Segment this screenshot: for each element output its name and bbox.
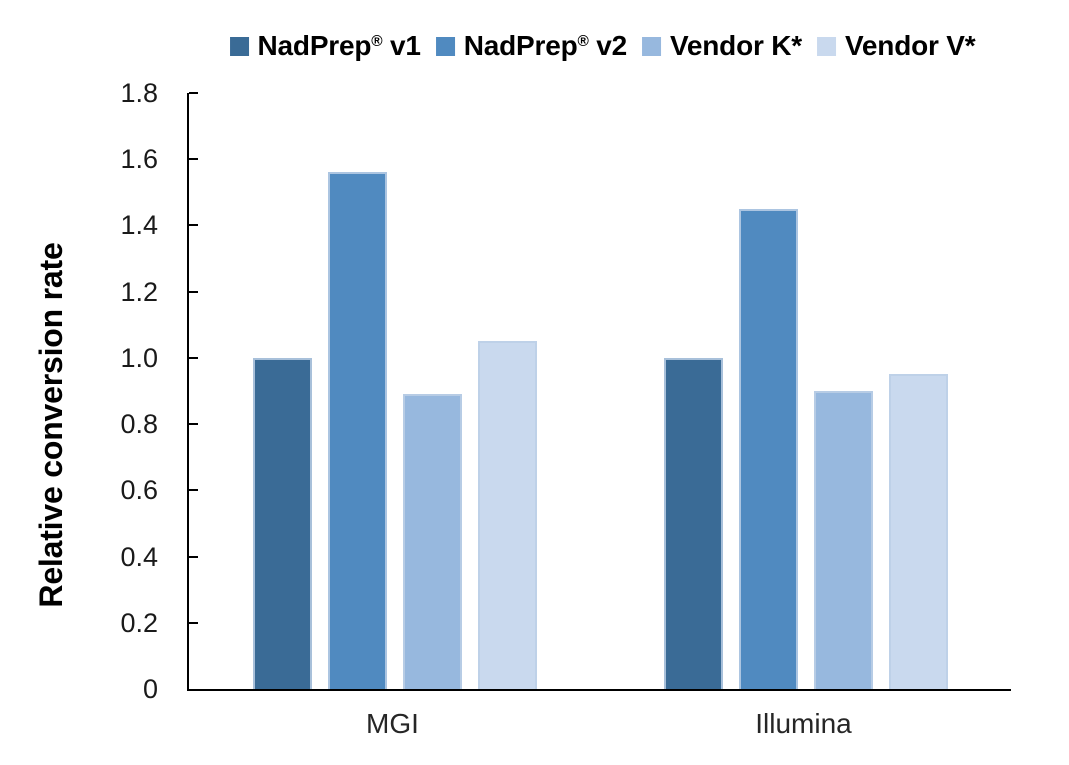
legend-item-4: Vendor V* xyxy=(816,30,976,62)
y-tick-mark xyxy=(189,556,198,558)
y-tick-mark xyxy=(189,489,198,491)
bar-mgi-1 xyxy=(252,358,312,689)
y-tick-label: 1.0 xyxy=(120,343,158,373)
y-tick-mark xyxy=(189,92,198,94)
legend-swatch-icon xyxy=(641,36,661,56)
legend-label: NadPrep® v2 xyxy=(464,30,627,62)
y-tick-label: 0.2 xyxy=(120,608,158,638)
legend-label: Vendor V* xyxy=(844,30,976,62)
legend-label-suffix: v1 xyxy=(382,30,421,61)
legend-swatch-icon xyxy=(435,36,455,56)
legend-label: Vendor K* xyxy=(670,30,802,62)
plot-area xyxy=(187,92,1011,691)
registered-trademark-symbol: ® xyxy=(577,32,589,50)
legend-item-3: Vendor K* xyxy=(641,30,802,62)
y-tick-mark xyxy=(189,291,198,293)
x-category-label-mgi: MGI xyxy=(366,708,419,739)
y-tick-mark xyxy=(189,158,198,160)
y-tick-label: 1.4 xyxy=(120,210,158,240)
y-tick-label: 1.2 xyxy=(120,277,158,307)
y-tick-label: 0.4 xyxy=(120,542,158,572)
legend-item-1: NadPrep® v1 xyxy=(229,30,421,62)
registered-trademark-symbol: ® xyxy=(371,32,383,50)
bar-mgi-2 xyxy=(327,172,387,689)
legend-swatch-icon xyxy=(816,36,836,56)
legend-item-2: NadPrep® v2 xyxy=(435,30,627,62)
y-tick-label: 0.8 xyxy=(120,409,158,439)
x-category-label-illumina: Illumina xyxy=(755,708,852,739)
legend-swatch-icon xyxy=(229,36,249,56)
y-tick-mark xyxy=(189,423,198,425)
bar-illumina-2 xyxy=(738,209,798,689)
chart-legend: NadPrep® v1 NadPrep® v2 Vendor K* Vendor V* xyxy=(229,30,976,62)
bar-mgi-3 xyxy=(402,394,462,689)
y-tick-label: 0 xyxy=(142,674,158,704)
y-tick-mark xyxy=(189,224,198,226)
y-tick-label: 1.8 xyxy=(120,78,158,108)
legend-label-text: NadPrep xyxy=(463,30,578,61)
bar-illumina-1 xyxy=(663,358,723,689)
legend-label-suffix: v2 xyxy=(588,30,627,61)
legend-label-text: NadPrep xyxy=(257,30,372,61)
y-tick-mark xyxy=(189,622,198,624)
legend-label: NadPrep® v1 xyxy=(258,30,421,62)
bar-mgi-4 xyxy=(477,341,537,689)
legend-label-text: Vendor K* xyxy=(669,30,802,61)
y-tick-label: 1.6 xyxy=(120,144,158,174)
bar-illumina-3 xyxy=(813,391,873,689)
y-tick-label: 0.6 xyxy=(120,475,158,505)
y-axis-tick-labels: 1.8 1.6 1.4 1.2 1.0 0.8 0.6 0.4 0.2 0 xyxy=(0,0,158,765)
legend-label-text: Vendor V* xyxy=(844,30,976,61)
y-tick-mark xyxy=(189,357,198,359)
bar-illumina-4 xyxy=(888,374,948,689)
